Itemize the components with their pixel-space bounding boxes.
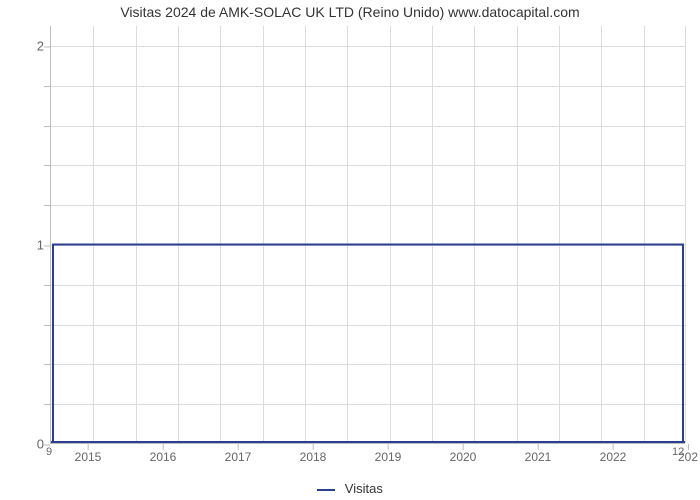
- x-tick-text: 2016: [150, 450, 177, 464]
- x-tick-label: 2022: [600, 450, 627, 464]
- y-tick-label: 0: [6, 437, 44, 452]
- y-tick-text: 1: [37, 238, 44, 253]
- series-line: [51, 26, 685, 443]
- x-tickmark: [163, 444, 164, 450]
- y-minor-tick: [44, 285, 50, 286]
- x-tick-label: 2016: [150, 450, 177, 464]
- x-tick-text: 2022: [600, 450, 627, 464]
- x-tick-text: 2021: [525, 450, 552, 464]
- x-tickmark: [388, 444, 389, 450]
- legend-swatch: [317, 489, 335, 491]
- x-tick-text: 2020: [450, 450, 477, 464]
- x-tickmark: [613, 444, 614, 450]
- x-tick-label: 2015: [75, 450, 102, 464]
- x-tickmark: [238, 444, 239, 450]
- x-tick-label: 2018: [300, 450, 327, 464]
- y-minor-tick: [44, 404, 50, 405]
- visitas-polyline: [53, 244, 683, 443]
- x-tickmark: [688, 444, 689, 450]
- gridline-vertical: [685, 26, 686, 443]
- legend: Visitas: [0, 481, 700, 496]
- x-end-label-left: 9: [46, 446, 52, 458]
- y-minor-tick: [44, 325, 50, 326]
- x-tick-text: 2017: [225, 450, 252, 464]
- x-tick-text: 2018: [300, 450, 327, 464]
- chart-title: Visitas 2024 de AMK-SOLAC UK LTD (Reino …: [0, 4, 700, 20]
- y-minor-tick: [44, 165, 50, 166]
- y-tick-text: 2: [37, 39, 44, 54]
- x-tick-text: 2019: [375, 450, 402, 464]
- x-tickmark: [88, 444, 89, 450]
- y-tick-label: 1: [6, 238, 44, 253]
- chart-container: Visitas 2024 de AMK-SOLAC UK LTD (Reino …: [0, 0, 700, 500]
- x-tick-label: 202: [678, 450, 698, 464]
- y-minor-tick: [44, 205, 50, 206]
- x-tickmark: [313, 444, 314, 450]
- x-tick-label: 2020: [450, 450, 477, 464]
- x-tick-label: 2019: [375, 450, 402, 464]
- x-tickmark: [463, 444, 464, 450]
- y-minor-tick: [44, 126, 50, 127]
- y-minor-tick: [44, 364, 50, 365]
- y-minor-tick: [44, 86, 50, 87]
- x-tickmark: [538, 444, 539, 450]
- x-tick-label: 2021: [525, 450, 552, 464]
- x-tick-text: 2015: [75, 450, 102, 464]
- y-tick-label: 2: [6, 39, 44, 54]
- y-tickmark: [44, 444, 50, 445]
- legend-label: Visitas: [345, 481, 383, 496]
- x-tick-label: 2017: [225, 450, 252, 464]
- y-tick-text: 0: [37, 437, 44, 452]
- plot-area: [50, 26, 685, 444]
- x-tick-text: 202: [678, 450, 698, 464]
